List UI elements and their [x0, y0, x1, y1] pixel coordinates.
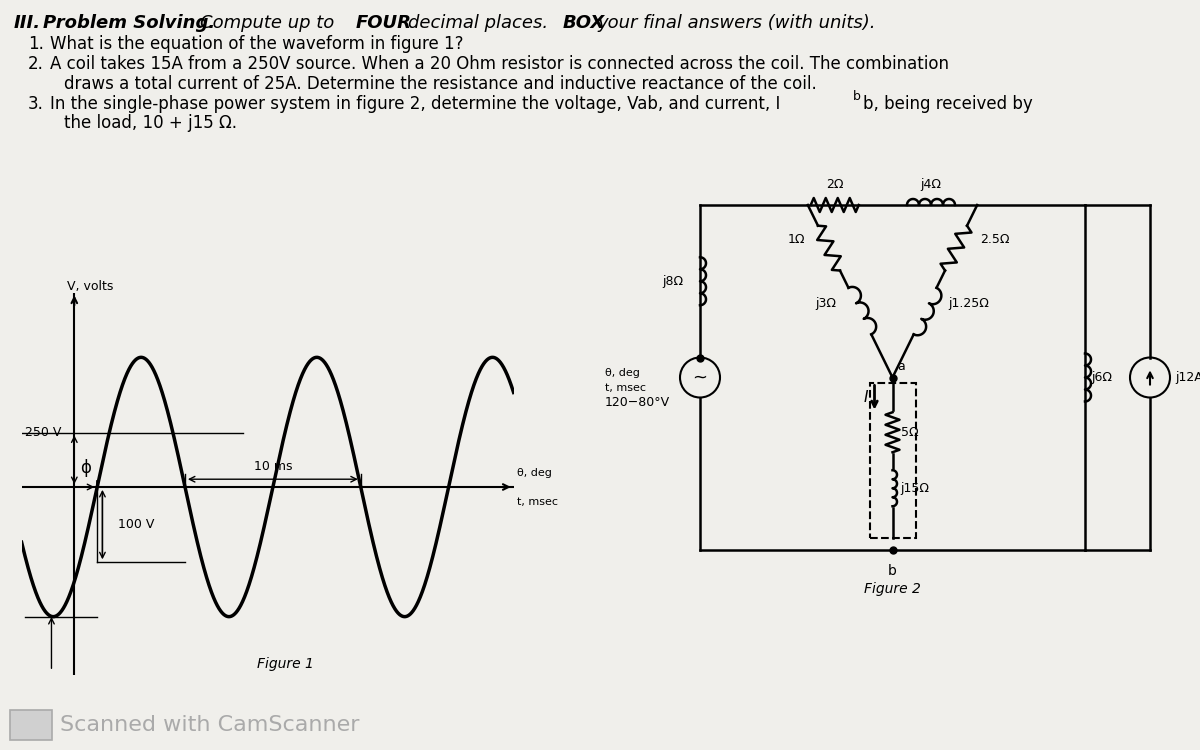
Text: j15Ω: j15Ω	[900, 482, 930, 495]
Text: 100 V: 100 V	[119, 518, 155, 531]
Text: your final answers (with units).: your final answers (with units).	[598, 14, 876, 32]
Text: ϕ: ϕ	[80, 458, 91, 476]
Text: 2.5Ω: 2.5Ω	[979, 233, 1009, 246]
Text: BOX: BOX	[563, 14, 605, 32]
Text: j3Ω: j3Ω	[816, 297, 836, 310]
Text: Problem Solving.: Problem Solving.	[43, 14, 215, 32]
Text: III.: III.	[14, 14, 41, 32]
Text: 2Ω: 2Ω	[826, 178, 844, 191]
Text: FOUR: FOUR	[356, 14, 412, 32]
Text: j12A: j12A	[1175, 371, 1200, 384]
Text: What is the equation of the waveform in figure 1?: What is the equation of the waveform in …	[50, 35, 463, 53]
Text: A coil takes 15A from a 250V source. When a 20 Ohm resistor is connected across : A coil takes 15A from a 250V source. Whe…	[50, 55, 949, 73]
Text: the load, 10 + j15 Ω.: the load, 10 + j15 Ω.	[64, 114, 238, 132]
Text: draws a total current of 25A. Determine the resistance and inductive reactance o: draws a total current of 25A. Determine …	[64, 75, 817, 93]
Text: j1.25Ω: j1.25Ω	[948, 297, 989, 310]
Text: 1.: 1.	[28, 35, 44, 53]
Bar	[10, 710, 52, 740]
Text: ~: ~	[692, 368, 708, 386]
Text: b, being received by: b, being received by	[863, 95, 1033, 113]
Text: decimal places.: decimal places.	[408, 14, 548, 32]
Text: Figure 1: Figure 1	[257, 657, 313, 671]
Text: 1Ω: 1Ω	[787, 233, 805, 246]
Text: t, msec: t, msec	[605, 382, 646, 392]
Text: b: b	[853, 90, 860, 103]
Bar	[870, 382, 916, 538]
Text: j6Ω: j6Ω	[1091, 371, 1112, 384]
Text: Compute up to: Compute up to	[200, 14, 335, 32]
Text: 120−80°V: 120−80°V	[605, 396, 670, 409]
Text: 5Ω: 5Ω	[900, 426, 918, 439]
Text: In the single-phase power system in figure 2, determine the voltage, Vab, and cu: In the single-phase power system in figu…	[50, 95, 780, 113]
Text: θ, deg: θ, deg	[517, 468, 552, 478]
Text: 2.: 2.	[28, 55, 44, 73]
Text: a: a	[898, 361, 905, 374]
Text: b: b	[888, 564, 896, 578]
Text: t, msec: t, msec	[517, 497, 558, 507]
Text: 10 ms: 10 ms	[253, 460, 292, 472]
Text: 250 V: 250 V	[25, 426, 61, 439]
Text: I: I	[864, 390, 869, 405]
Text: CS: CS	[20, 718, 41, 732]
Text: 3.: 3.	[28, 95, 44, 113]
Text: Figure 2: Figure 2	[864, 582, 920, 596]
Text: j4Ω: j4Ω	[920, 178, 942, 191]
Text: j8Ω: j8Ω	[662, 274, 683, 288]
Text: V, volts: V, volts	[67, 280, 114, 292]
Text: θ, deg: θ, deg	[605, 368, 640, 377]
Text: Scanned with CamScanner: Scanned with CamScanner	[60, 715, 360, 735]
